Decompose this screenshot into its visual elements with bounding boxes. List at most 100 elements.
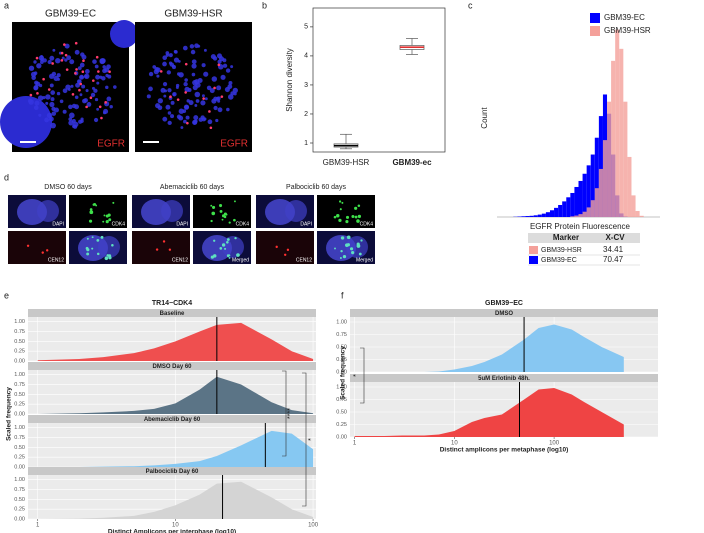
y-tick-label: 0.75 — [14, 435, 25, 441]
cdk4-spot — [86, 252, 90, 256]
y-tick-label: 0.50 — [14, 497, 25, 503]
histogram-bar — [541, 213, 546, 217]
y-tick-label: 4 — [304, 53, 308, 60]
chromosome — [168, 53, 173, 58]
chromosome — [225, 68, 231, 73]
egfr-spot — [89, 96, 93, 100]
facet-strip — [28, 362, 316, 370]
cdk4-spot — [210, 219, 213, 223]
nucleus — [0, 96, 52, 148]
cdk4-spot — [357, 214, 362, 219]
cdk4-spot — [91, 236, 94, 239]
histogram-bar — [582, 211, 587, 217]
y-tick-label: 0.50 — [14, 445, 25, 451]
chromosome — [211, 76, 218, 82]
y-tick-label: 0.75 — [14, 329, 25, 335]
image-title: GBM39-EC — [45, 9, 96, 20]
y-tick-label: 0.00 — [336, 369, 347, 375]
histogram-bar — [574, 186, 579, 217]
cdk4-spot — [227, 255, 230, 258]
chromosome — [37, 95, 44, 101]
histogram-bar — [525, 216, 530, 217]
chromosome — [201, 63, 206, 68]
histogram-bar — [529, 215, 534, 217]
histogram-bar — [566, 197, 571, 217]
cdk4-spot — [111, 243, 114, 247]
cdk4-spot — [341, 201, 344, 204]
egfr-spot — [92, 79, 95, 82]
y-tick-label: 0.00 — [14, 358, 25, 364]
legend-label: GBM39-HSR — [604, 26, 651, 35]
cen12-spot — [46, 249, 49, 252]
chromosome — [40, 57, 44, 62]
table-header — [528, 233, 640, 243]
egfr-spot — [104, 101, 107, 104]
x-tick-label: 10 — [172, 523, 179, 529]
histogram-bar — [619, 48, 624, 217]
chromosome — [222, 58, 227, 63]
chromosome — [57, 77, 60, 81]
cen12-spot — [26, 244, 30, 248]
cdk4-spot — [345, 220, 349, 224]
histogram-bar — [623, 101, 628, 217]
chromosome — [162, 55, 168, 61]
chromosome — [217, 99, 221, 103]
y-axis-label: Shannon diversity — [285, 48, 294, 112]
chromosome — [49, 83, 54, 88]
chromosome — [194, 91, 201, 98]
chromosome — [209, 88, 215, 94]
chromosome — [194, 104, 198, 107]
chromosome — [160, 87, 166, 93]
egfr-spot — [100, 116, 103, 120]
channel-label: CEN12 — [172, 257, 188, 263]
panel-label: d — [4, 172, 9, 182]
cdk4-spot — [107, 213, 111, 217]
egfr-spot — [60, 59, 64, 62]
density-area — [354, 388, 624, 437]
cdk4-spot — [354, 206, 358, 210]
facet-label: DMSO Day 60 — [152, 364, 192, 370]
egfr-spot — [51, 62, 54, 65]
panel-label: c — [468, 0, 473, 10]
histogram-bar — [570, 216, 575, 217]
cen12-spot — [155, 248, 159, 251]
chromosome — [52, 48, 56, 52]
cdk4-spot — [219, 204, 223, 208]
egfr-spot — [213, 86, 216, 90]
cdk4-spot — [86, 248, 90, 252]
chromosome — [106, 96, 112, 102]
cdk4-spot — [334, 247, 336, 250]
y-tick-label: 5 — [304, 24, 308, 31]
egfr-spot — [159, 70, 163, 73]
cdk4-spot — [221, 218, 224, 221]
nucleus — [161, 200, 183, 222]
y-tick-label: 1.00 — [14, 319, 25, 325]
histogram-bar — [586, 207, 591, 217]
chromosome — [156, 74, 160, 78]
y-tick-label: 0.25 — [14, 507, 25, 513]
histogram-bar — [598, 168, 603, 217]
y-tick-label: 0.50 — [336, 409, 347, 415]
stain-label: EGFR — [220, 139, 248, 150]
x-axis-label: EGFR Protein Fluorescence — [530, 222, 631, 231]
histogram-bar — [639, 215, 644, 217]
histogram-bar — [545, 212, 550, 217]
chromosome — [62, 109, 67, 114]
cdk4-spot — [223, 212, 227, 216]
chromosome — [95, 74, 100, 80]
chromosome — [50, 97, 55, 102]
egfr-spot — [184, 62, 188, 66]
chromosome — [96, 107, 100, 111]
chromosome — [173, 49, 178, 54]
x-tick-label: 100 — [549, 441, 560, 447]
chromosome — [34, 80, 39, 85]
x-axis-label: Distinct Amplicons per interphase (log10… — [108, 529, 236, 533]
micrograph — [69, 195, 127, 228]
chromosome — [167, 111, 172, 115]
channel-label: CDK4 — [360, 221, 374, 227]
chromosome — [33, 85, 39, 91]
cdk4-spot — [91, 247, 94, 250]
chromosome — [153, 69, 159, 75]
y-tick-label: 0.50 — [336, 344, 347, 350]
chromosome — [216, 96, 221, 101]
